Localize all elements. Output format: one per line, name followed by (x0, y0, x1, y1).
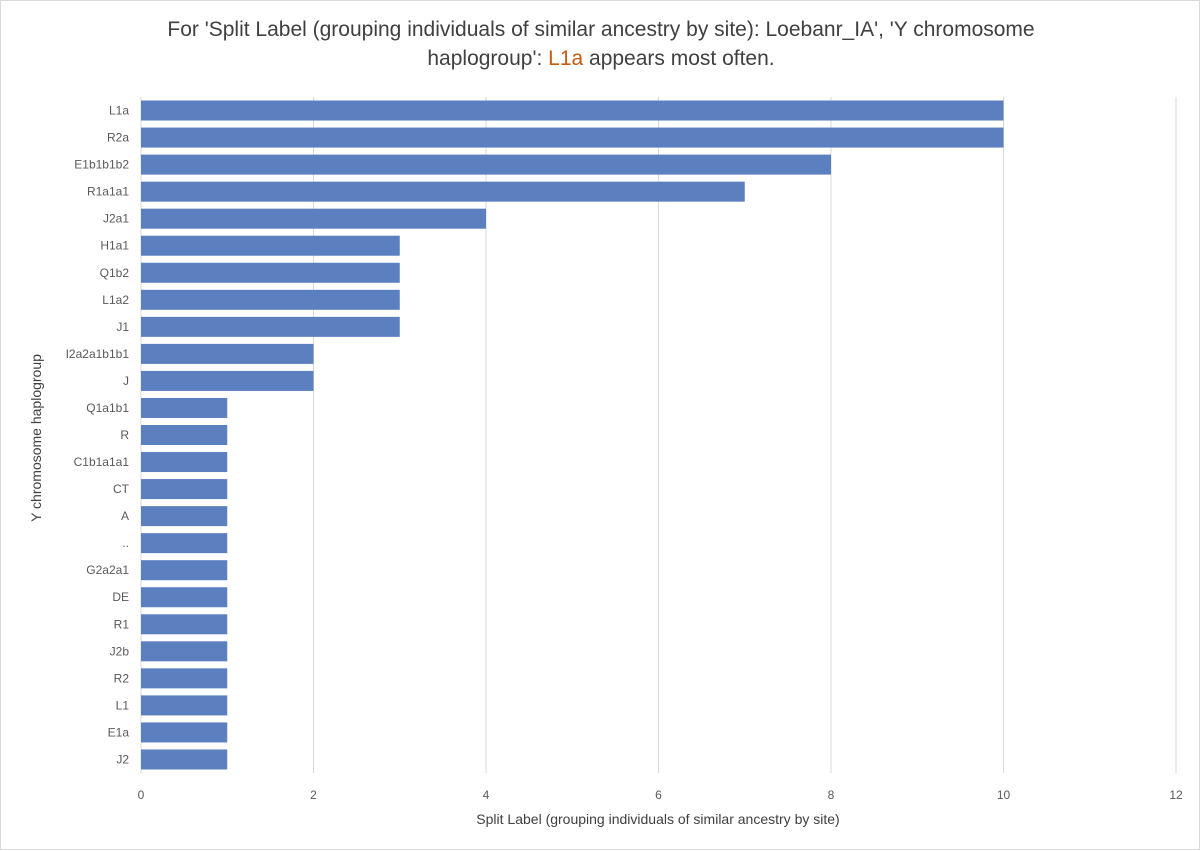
y-tick-label: L1 (116, 698, 130, 712)
y-tick-label: E1a (108, 725, 130, 739)
title-line-2-post: appears most often. (583, 47, 775, 70)
y-tick-label: CT (113, 482, 130, 496)
x-tick-label: 0 (138, 788, 145, 802)
bar-7 (141, 262, 400, 283)
y-tick-label: A (121, 509, 129, 523)
y-tick-label: R (120, 428, 129, 442)
bar-17 (141, 533, 228, 554)
bar-9 (141, 316, 400, 337)
bar-23 (141, 695, 228, 716)
bar-1 (141, 100, 1004, 121)
y-axis-title: Y chromosome haplogroup (28, 354, 44, 522)
x-axis-ticks: 0 2 4 6 8 10 12 (138, 788, 1183, 802)
bar-8 (141, 289, 400, 310)
y-tick-label: L1a2 (102, 293, 129, 307)
x-tick-label: 8 (828, 788, 835, 802)
bar-14 (141, 452, 228, 473)
bar-20 (141, 614, 228, 635)
bar-11 (141, 370, 314, 391)
y-tick-label: I2a2a1b1b1 (66, 347, 130, 361)
y-tick-label: J2b (110, 644, 130, 658)
title-line-2-pre: haplogroup': (427, 47, 549, 70)
bar-6 (141, 235, 400, 256)
bar-13 (141, 424, 228, 446)
bar-21 (141, 641, 228, 662)
y-tick-label: E1b1b1b2 (74, 158, 129, 172)
chart-title: For 'Split Label (grouping individuals o… (1, 15, 1200, 73)
y-tick-label: Q1a1b1 (86, 401, 129, 415)
y-tick-label: J1 (116, 320, 129, 334)
bar-2 (141, 127, 1004, 148)
y-axis-ticks: L1a R2a E1b1b1b2 R1a1a1 J2a1 H1a1 Q1b2 L1a2 J1 I2… (66, 104, 130, 767)
y-tick-label: R2a (107, 131, 129, 145)
bar-16 (141, 506, 228, 527)
x-tick-label: 10 (997, 788, 1011, 802)
y-tick-label: G2a2a1 (86, 563, 129, 577)
y-tick-label: H1a1 (100, 239, 129, 253)
bar-24 (141, 722, 228, 743)
bar-15 (141, 479, 228, 500)
y-tick-label: DE (112, 590, 129, 604)
y-tick-label: R2 (114, 671, 130, 685)
x-tick-label: 12 (1169, 788, 1183, 802)
y-tick-label: J2 (116, 752, 129, 766)
bar-10 (141, 343, 314, 364)
bar-3 (141, 154, 831, 175)
bars (141, 100, 1004, 770)
y-tick-label: .. (122, 536, 129, 550)
bar-19 (141, 587, 228, 608)
bar-18 (141, 560, 228, 581)
x-tick-label: 4 (483, 788, 490, 802)
y-tick-label: R1a1a1 (87, 185, 129, 199)
x-tick-label: 6 (655, 788, 662, 802)
y-tick-label: J (123, 374, 129, 388)
x-tick-label: 2 (310, 788, 317, 802)
title-highlight: L1a (548, 47, 584, 70)
y-tick-label: Q1b2 (100, 266, 130, 280)
bar-5 (141, 208, 486, 229)
y-tick-label: L1a (109, 104, 129, 118)
y-tick-label: C1b1a1a1 (74, 455, 130, 469)
y-tick-label: J2a1 (103, 212, 129, 226)
y-tick-label: R1 (114, 617, 130, 631)
bar-25 (141, 749, 228, 770)
bar-12 (141, 397, 228, 418)
bar-22 (141, 668, 228, 689)
x-axis-title: Split Label (grouping individuals of sim… (476, 811, 839, 827)
bar-4 (141, 181, 745, 202)
title-line-1: For 'Split Label (grouping individuals o… (167, 18, 1035, 41)
